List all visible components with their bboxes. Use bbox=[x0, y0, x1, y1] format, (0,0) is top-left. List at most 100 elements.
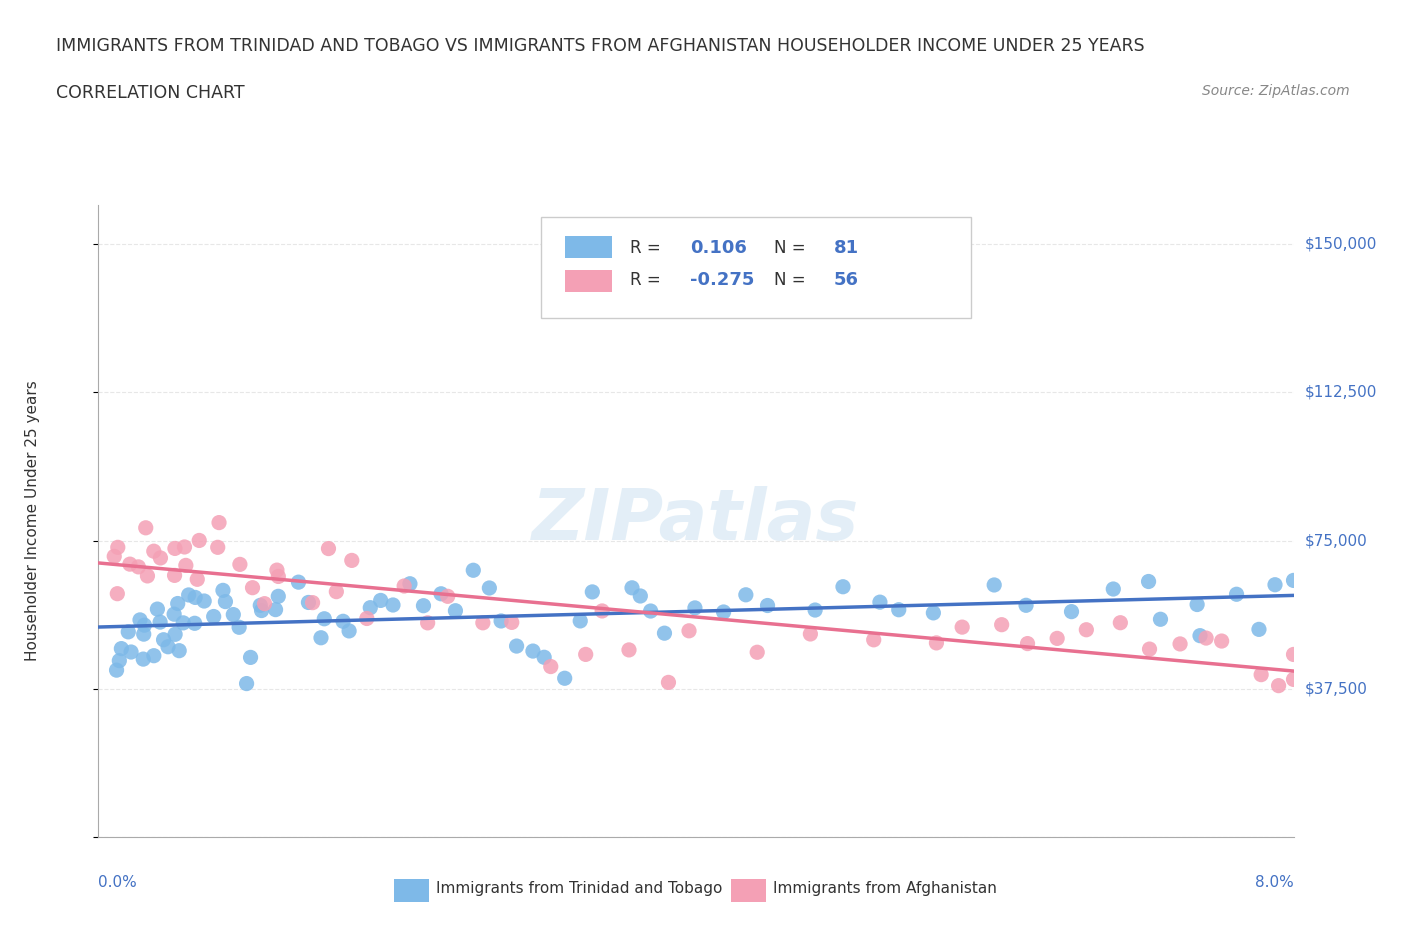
Point bbox=[356, 611, 378, 626]
Point bbox=[297, 595, 319, 610]
Point bbox=[110, 641, 132, 656]
Text: IMMIGRANTS FROM TRINIDAD AND TOBAGO VS IMMIGRANTS FROM AFGHANISTAN HOUSEHOLDER I: IMMIGRANTS FROM TRINIDAD AND TOBAGO VS I… bbox=[56, 37, 1144, 55]
Point bbox=[1109, 616, 1132, 631]
Point bbox=[229, 557, 252, 572]
Point bbox=[1139, 642, 1161, 657]
Text: R =: R = bbox=[630, 272, 666, 289]
Point bbox=[370, 593, 392, 608]
Text: $37,500: $37,500 bbox=[1305, 682, 1368, 697]
Point bbox=[922, 605, 945, 620]
Point bbox=[186, 572, 208, 587]
Point bbox=[430, 586, 453, 601]
Point bbox=[1149, 612, 1171, 627]
Point bbox=[683, 601, 706, 616]
Point bbox=[1060, 604, 1083, 619]
Bar bbox=[565, 270, 613, 292]
Point bbox=[501, 615, 523, 630]
Point bbox=[134, 618, 156, 632]
Point bbox=[142, 544, 165, 559]
Text: R =: R = bbox=[630, 239, 666, 257]
Point bbox=[678, 623, 700, 638]
Point bbox=[983, 578, 1005, 592]
Point bbox=[756, 598, 779, 613]
Point bbox=[177, 588, 200, 603]
Text: $150,000: $150,000 bbox=[1305, 236, 1376, 252]
Point bbox=[1250, 667, 1272, 682]
Point bbox=[990, 618, 1012, 632]
Point bbox=[925, 635, 948, 650]
Point bbox=[489, 614, 512, 629]
Point bbox=[1102, 581, 1125, 596]
Point bbox=[107, 540, 129, 555]
Text: 56: 56 bbox=[834, 272, 859, 289]
Point bbox=[591, 604, 613, 618]
Point bbox=[359, 600, 381, 615]
Point bbox=[640, 604, 662, 618]
Point bbox=[657, 675, 679, 690]
Bar bbox=[565, 236, 613, 259]
Point bbox=[163, 606, 186, 621]
Point bbox=[804, 603, 827, 618]
Point bbox=[163, 541, 186, 556]
Point bbox=[267, 589, 290, 604]
Text: Immigrants from Afghanistan: Immigrants from Afghanistan bbox=[773, 881, 997, 896]
Point bbox=[214, 594, 236, 609]
Text: $112,500: $112,500 bbox=[1305, 385, 1376, 400]
Point bbox=[287, 575, 309, 590]
Point bbox=[318, 541, 340, 556]
Point bbox=[799, 627, 821, 642]
Point bbox=[266, 563, 288, 578]
Point bbox=[1267, 678, 1289, 693]
Point bbox=[235, 676, 257, 691]
Point bbox=[253, 596, 276, 611]
FancyBboxPatch shape bbox=[540, 218, 970, 318]
Point bbox=[152, 632, 174, 647]
Point bbox=[172, 616, 194, 631]
Point bbox=[533, 650, 555, 665]
Point bbox=[1225, 587, 1247, 602]
Point bbox=[309, 631, 332, 645]
Point bbox=[569, 614, 592, 629]
Point bbox=[132, 627, 155, 642]
Point bbox=[1282, 573, 1305, 588]
Point bbox=[950, 619, 973, 634]
Point bbox=[416, 616, 439, 631]
Point bbox=[132, 652, 155, 667]
Point bbox=[163, 568, 186, 583]
Point bbox=[207, 540, 229, 555]
Text: N =: N = bbox=[773, 272, 810, 289]
Point bbox=[1195, 631, 1218, 645]
Text: -0.275: -0.275 bbox=[690, 272, 755, 289]
Point bbox=[617, 643, 640, 658]
Point bbox=[165, 627, 187, 642]
Point bbox=[208, 515, 231, 530]
Text: Householder Income Under 25 years: Householder Income Under 25 years bbox=[25, 380, 41, 661]
Point bbox=[887, 603, 910, 618]
Text: Source: ZipAtlas.com: Source: ZipAtlas.com bbox=[1202, 84, 1350, 98]
Point bbox=[167, 644, 190, 658]
Text: 0.0%: 0.0% bbox=[98, 875, 138, 890]
Text: Immigrants from Trinidad and Tobago: Immigrants from Trinidad and Tobago bbox=[436, 881, 723, 896]
Point bbox=[628, 589, 651, 604]
Text: 0.106: 0.106 bbox=[690, 239, 747, 257]
Point bbox=[184, 590, 207, 604]
Point bbox=[747, 644, 769, 659]
Point bbox=[340, 553, 363, 568]
Point bbox=[1185, 597, 1208, 612]
Point bbox=[157, 639, 180, 654]
Point bbox=[654, 626, 676, 641]
Point bbox=[264, 602, 287, 617]
Point bbox=[314, 611, 336, 626]
Point bbox=[581, 584, 603, 599]
Point bbox=[862, 632, 884, 647]
Point bbox=[540, 659, 562, 674]
Point bbox=[242, 580, 264, 595]
Point bbox=[1168, 636, 1191, 651]
Point bbox=[249, 598, 271, 613]
Point bbox=[1017, 636, 1039, 651]
Point bbox=[1137, 574, 1160, 589]
Point bbox=[1046, 631, 1069, 645]
Point bbox=[463, 563, 485, 578]
Point bbox=[869, 594, 891, 609]
Point bbox=[103, 549, 125, 564]
